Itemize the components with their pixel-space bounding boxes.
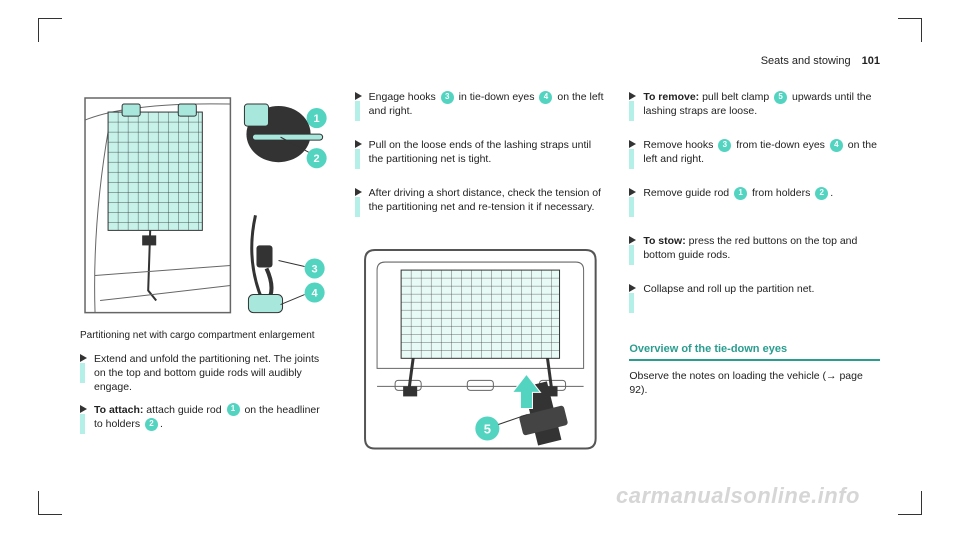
crop-mark-br <box>898 491 922 515</box>
ref-1: 1 <box>227 403 240 416</box>
step-text: Pull on the loose ends of the lashing st… <box>369 138 606 178</box>
step-marker <box>629 234 637 274</box>
column-2: Engage hooks 3 in tie-down eyes 4 on the… <box>355 90 606 493</box>
step-prefix: To remove: <box>643 91 699 103</box>
ref-3: 3 <box>441 91 454 104</box>
step-marker <box>629 186 637 226</box>
step-marker <box>80 403 88 443</box>
svg-text:4: 4 <box>312 288 319 300</box>
step-c1-1: Extend and unfold the partitioning net. … <box>80 352 331 395</box>
step-text: Collapse and roll up the partition net. <box>643 282 880 322</box>
step-c3-4: To stow: press the red buttons on the to… <box>629 234 880 274</box>
ref-5: 5 <box>774 91 787 104</box>
step-c3-5: Collapse and roll up the partition net. <box>629 282 880 322</box>
step-c3-1: To remove: pull belt clamp 5 upwards unt… <box>629 90 880 130</box>
ref-4: 4 <box>539 91 552 104</box>
section-body: Observe the notes on loading the vehicle… <box>629 369 880 397</box>
svg-text:2: 2 <box>314 153 320 165</box>
step-marker <box>629 282 637 322</box>
section-heading-tiedown: Overview of the tie-down eyes <box>629 342 880 361</box>
step-marker <box>355 138 363 178</box>
svg-text:3: 3 <box>312 263 318 275</box>
header-section: Seats and stowing <box>761 55 851 67</box>
step-c3-3: Remove guide rod 1 from holders 2. <box>629 186 880 226</box>
svg-text:1: 1 <box>314 113 320 125</box>
ref-1: 1 <box>734 187 747 200</box>
crop-mark-tl <box>38 18 62 42</box>
step-text: Extend and unfold the partitioning net. … <box>94 352 331 395</box>
step-text: Remove guide rod 1 from holders 2. <box>643 186 880 226</box>
illustration-rear-view: 5 <box>355 238 606 459</box>
ref-4: 4 <box>830 139 843 152</box>
step-c2-3: After driving a short distance, check th… <box>355 186 606 226</box>
crop-mark-bl <box>38 491 62 515</box>
step-prefix: To attach: <box>94 404 143 416</box>
step-c1-2: To attach: attach guide rod 1 on the hea… <box>80 403 331 443</box>
step-text: To stow: press the red buttons on the to… <box>643 234 880 274</box>
column-1: 1 2 3 4 Partitioning net with cargo comp… <box>80 90 331 493</box>
column-3: To remove: pull belt clamp 5 upwards unt… <box>629 90 880 493</box>
step-marker <box>629 90 637 130</box>
step-text: After driving a short distance, check th… <box>369 186 606 226</box>
svg-text:5: 5 <box>483 422 490 437</box>
ref-2: 2 <box>145 418 158 431</box>
content-area: 1 2 3 4 Partitioning net with cargo comp… <box>80 90 880 493</box>
ref-2: 2 <box>815 187 828 200</box>
illustration-caption: Partitioning net with cargo compartment … <box>80 329 331 343</box>
crop-mark-tr <box>898 18 922 42</box>
step-c2-1: Engage hooks 3 in tie-down eyes 4 on the… <box>355 90 606 130</box>
watermark: carmanualsonline.info <box>616 483 860 509</box>
step-c2-2: Pull on the loose ends of the lashing st… <box>355 138 606 178</box>
step-marker <box>629 138 637 178</box>
step-marker <box>355 186 363 226</box>
illustration-net-and-details: 1 2 3 4 <box>80 90 331 321</box>
step-text: To remove: pull belt clamp 5 upwards unt… <box>643 90 880 130</box>
step-text: Remove hooks 3 from tie-down eyes 4 on t… <box>643 138 880 178</box>
page-header: Seats and stowing 101 <box>761 55 880 67</box>
step-marker <box>355 90 363 130</box>
ref-3: 3 <box>718 139 731 152</box>
step-marker <box>80 352 88 392</box>
page-number: 101 <box>862 55 880 67</box>
step-prefix: To stow: <box>643 235 685 247</box>
step-text: Engage hooks 3 in tie-down eyes 4 on the… <box>369 90 606 130</box>
step-text: To attach: attach guide rod 1 on the hea… <box>94 403 331 443</box>
step-c3-2: Remove hooks 3 from tie-down eyes 4 on t… <box>629 138 880 178</box>
